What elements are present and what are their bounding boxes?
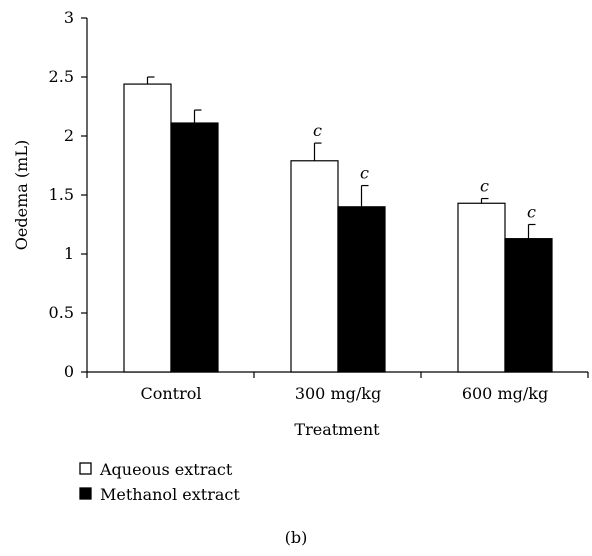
bar-methanol-1: [337, 206, 386, 373]
panel-label: (b): [285, 528, 308, 547]
legend: Aqueous extract Methanol extract: [79, 460, 240, 504]
category-label: Control: [140, 384, 201, 403]
significance-mark: c: [527, 203, 536, 222]
significance-mark: c: [313, 121, 322, 140]
bar-methanol-0: [170, 122, 219, 373]
y-tick-label: 3: [64, 8, 74, 27]
legend-label: Methanol extract: [100, 485, 240, 504]
legend-label: Aqueous extract: [99, 460, 233, 479]
category-label: 300 mg/kg: [295, 384, 381, 403]
bar-aqueous-2: [457, 202, 506, 373]
y-tick-label: 2: [64, 126, 74, 145]
error-bars: [146, 76, 536, 239]
bar-aqueous-1: [290, 160, 339, 373]
y-tick-label: 1.5: [49, 185, 74, 204]
bar-aqueous-0: [123, 83, 172, 373]
significance-mark: c: [360, 164, 369, 183]
y-tick-label: 2.5: [49, 67, 74, 86]
category-labels: Control 300 mg/kg 600 mg/kg: [140, 384, 548, 403]
x-axis-label: Treatment: [294, 420, 380, 439]
significance-annotations: c c c c: [313, 121, 536, 221]
category-label: 600 mg/kg: [462, 384, 548, 403]
y-tick-label: 0: [64, 362, 74, 381]
y-tick-label: 0.5: [49, 303, 74, 322]
significance-mark: c: [480, 177, 489, 196]
bars: [123, 83, 553, 373]
x-ticks: [86, 372, 589, 378]
y-ticks: 0 0.5 1 1.5 2 2.5 3: [49, 8, 87, 381]
y-tick-label: 1: [64, 244, 74, 263]
legend-swatch: [79, 487, 92, 500]
bar-methanol-2: [504, 238, 553, 373]
legend-swatch: [79, 462, 92, 475]
y-axis-label: Oedema (mL): [12, 140, 31, 250]
